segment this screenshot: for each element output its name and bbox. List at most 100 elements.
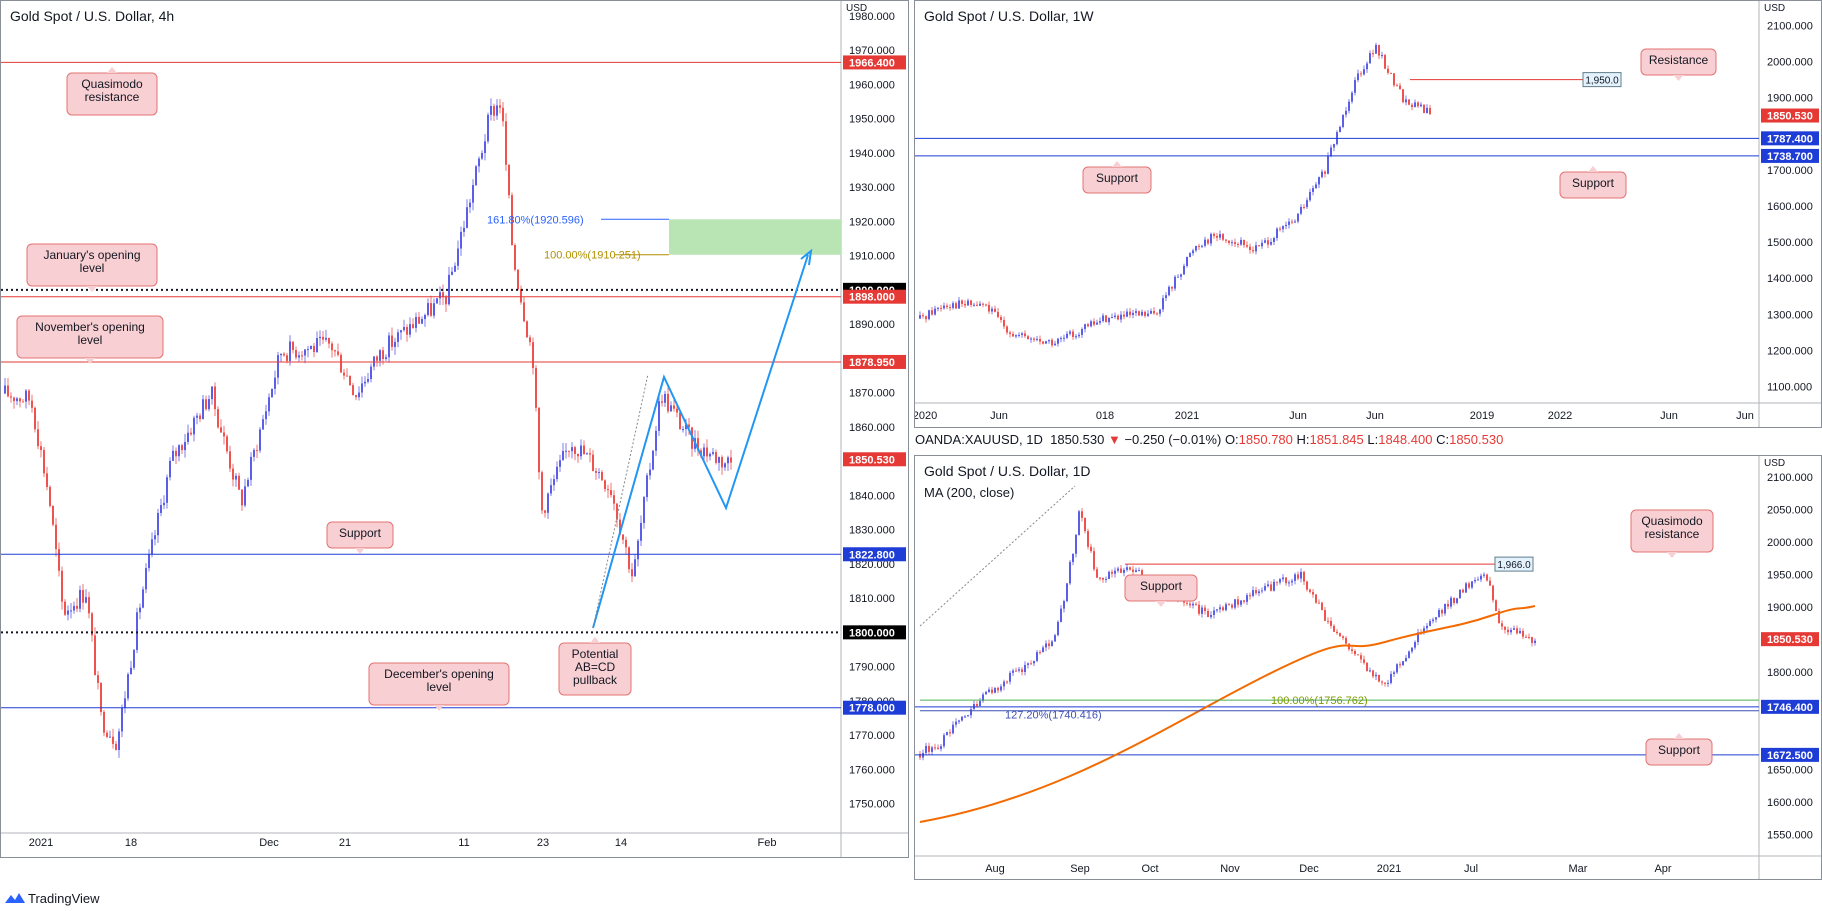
time-tick-label: Dec: [1299, 863, 1319, 875]
candle-body: [703, 447, 705, 457]
price-tick-label: 1500.000: [1767, 237, 1813, 249]
candle-body: [1432, 619, 1434, 622]
candle-body: [523, 302, 525, 322]
candle-body: [1021, 669, 1023, 672]
chart-1w-canvas[interactable]: USD 2100.000 2000.000 1900.000 1700.000 1600.…: [915, 1, 1822, 428]
candle-body: [211, 386, 213, 400]
footer-brand: TradingView: [28, 891, 100, 906]
candle-body: [1138, 570, 1140, 572]
candle-body: [1516, 628, 1518, 634]
candle-body: [640, 522, 642, 541]
candle-body: [58, 549, 60, 571]
candle-body: [1456, 598, 1458, 603]
callout-pointer: [1156, 601, 1166, 607]
candle-body: [124, 698, 126, 708]
callout-text: Quasimodo: [81, 77, 143, 91]
candle-body: [286, 355, 288, 361]
candle-body: [1351, 649, 1353, 651]
callout-text: November's opening: [35, 320, 145, 334]
candle-body: [1174, 276, 1176, 289]
candle-body: [73, 605, 75, 611]
tradingview-footer[interactable]: TradingView: [0, 888, 200, 911]
candle-body: [1333, 625, 1335, 632]
candle-body: [940, 746, 942, 749]
candle-body: [1222, 234, 1224, 240]
candle-body: [985, 304, 987, 306]
candle-body: [1102, 315, 1104, 322]
fib-label: 100.00%(1756.762): [1271, 695, 1368, 707]
price-tick-label: 1760.000: [849, 764, 895, 776]
candle-body: [946, 732, 948, 736]
candle-body: [1084, 517, 1086, 532]
candle-body: [1393, 672, 1395, 674]
candle-body: [1279, 228, 1281, 230]
candle-body: [103, 711, 105, 733]
candle-body: [1453, 597, 1455, 603]
candle-body: [931, 310, 933, 315]
candle-body: [1342, 114, 1344, 127]
candle-body: [1354, 80, 1356, 93]
candle-body: [94, 635, 96, 676]
price-level-tag-label: 1787.400: [1767, 133, 1813, 145]
candle-body: [622, 534, 624, 540]
candle-body: [553, 479, 555, 486]
candle-body: [1198, 245, 1200, 247]
candle-body: [1375, 44, 1377, 54]
price-tick-label: 1960.000: [849, 79, 895, 91]
chart-panel-4h[interactable]: USD 1980.000 1970.000 1960.000 1950.000 1940.…: [0, 0, 909, 858]
candle-body: [706, 447, 708, 457]
candle-body: [1096, 322, 1098, 325]
callout-text: level: [78, 333, 103, 347]
candle-body: [1381, 55, 1383, 57]
candle-body: [1360, 655, 1362, 660]
candle-body: [337, 351, 339, 355]
candle-body: [1519, 630, 1521, 634]
chart-panel-1d[interactable]: USD 2100.000 2050.000 2000.000 1950.000 1900.…: [914, 455, 1822, 880]
candle-body: [1294, 574, 1296, 581]
candle-body: [280, 353, 282, 356]
candle-body: [568, 450, 570, 452]
candle-body: [265, 411, 267, 420]
candle-body: [1291, 221, 1293, 223]
candle-body: [406, 326, 408, 335]
candle-body: [949, 732, 951, 734]
last-price-tag: [1761, 632, 1819, 647]
candle-body: [1132, 312, 1134, 315]
candle-body: [667, 393, 669, 412]
candle-body: [19, 398, 21, 402]
candle-body: [1246, 245, 1248, 247]
candle-body: [1087, 531, 1089, 547]
chart-1d-canvas[interactable]: USD 2100.000 2050.000 2000.000 1950.000 1900.…: [915, 456, 1822, 880]
candle-body: [934, 308, 936, 315]
candle-body: [1132, 569, 1134, 572]
chart-panel-1w[interactable]: USD 2100.000 2000.000 1900.000 1700.000 1600.…: [914, 0, 1822, 428]
candle-body: [1027, 336, 1029, 340]
candle-body: [1366, 63, 1368, 70]
change-down-icon: ▼: [1107, 432, 1121, 447]
candle-body: [349, 375, 351, 386]
candle-body: [487, 114, 489, 142]
candle-body: [967, 715, 969, 717]
candle-body: [157, 512, 159, 536]
callout-pointer: [1588, 166, 1598, 172]
candle-body: [40, 446, 42, 451]
candle-body: [1243, 600, 1245, 602]
candle-body: [616, 503, 618, 520]
candle-body: [1030, 338, 1032, 340]
candle-body: [1024, 333, 1026, 337]
candle-body: [181, 445, 183, 451]
time-tick-label: 2021: [29, 837, 53, 849]
candle-body: [1261, 242, 1263, 247]
price-level-tag-label: 1746.400: [1767, 702, 1813, 714]
price-level-tag: [843, 700, 906, 715]
time-tick-label: Jun: [1736, 410, 1754, 422]
candle-body: [1135, 570, 1137, 572]
candle-body: [1114, 570, 1116, 574]
candle-body: [247, 479, 249, 487]
candle-body: [448, 274, 450, 305]
candle-body: [1159, 309, 1161, 314]
price-tick-label: 1900.000: [1767, 93, 1813, 105]
candle-body: [172, 450, 174, 461]
